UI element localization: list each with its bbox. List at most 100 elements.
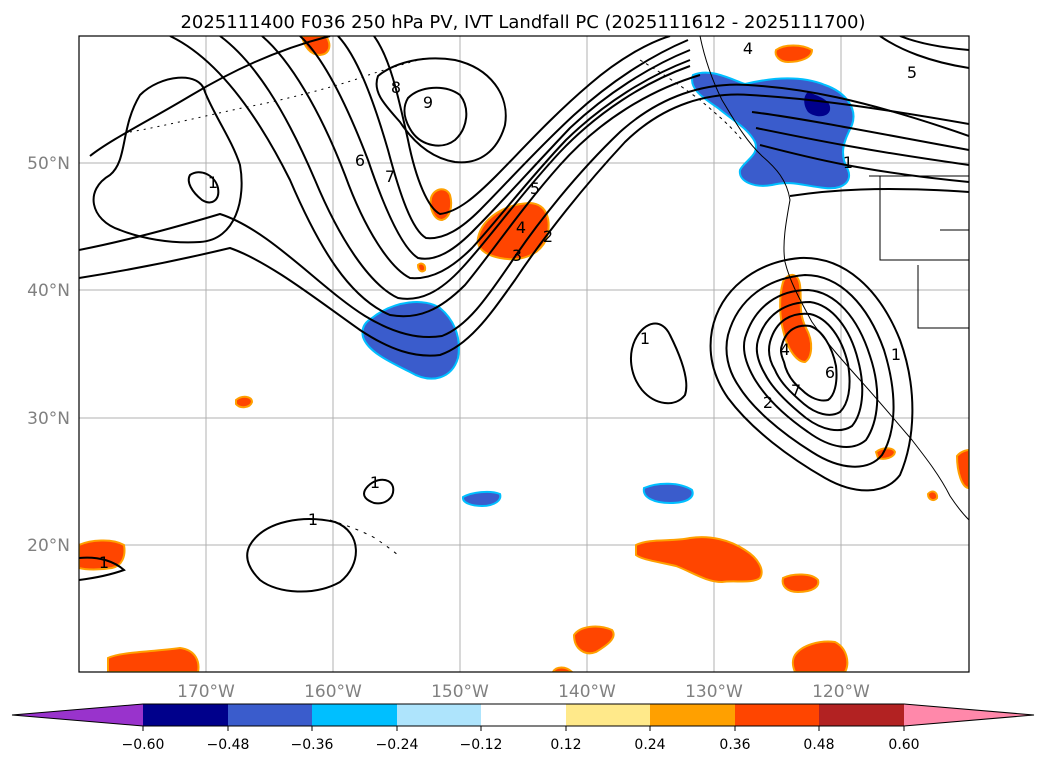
longitude-labels: 170°W 160°W 150°W 140°W 130°W 120°W bbox=[177, 682, 870, 702]
lat-label-30n: 30°N bbox=[27, 409, 70, 429]
colorbar-segment bbox=[566, 704, 650, 726]
positive-area-bottom-left bbox=[107, 646, 200, 672]
contour-label: 5 bbox=[530, 179, 540, 198]
latitude-labels: 50°N 40°N 30°N 20°N bbox=[27, 154, 70, 556]
contour-label: 6 bbox=[355, 151, 365, 170]
lon-label-120w: 120°W bbox=[812, 682, 870, 702]
contour-label: 5 bbox=[907, 63, 917, 82]
positive-area-subtropical-east bbox=[635, 536, 763, 584]
colorbar-segment bbox=[143, 704, 228, 726]
colorbar-tick-label: 0.36 bbox=[719, 737, 750, 753]
lon-label-170w: 170°W bbox=[177, 682, 235, 702]
colorbar-tick-label: 0.48 bbox=[803, 737, 834, 753]
contour-label: 7 bbox=[791, 381, 801, 400]
colorbar-tick-label: −0.24 bbox=[376, 737, 419, 753]
negative-area-central-pacific bbox=[361, 301, 460, 380]
colorbar-tick-label: 0.12 bbox=[550, 737, 581, 753]
lat-label-50n: 50°N bbox=[27, 154, 70, 174]
positive-area-small-1 bbox=[429, 188, 453, 222]
pv-contour-2 bbox=[79, 83, 969, 339]
lon-label-150w: 150°W bbox=[431, 682, 489, 702]
pv-contour-loop-subtropical bbox=[629, 322, 688, 405]
lat-label-20n: 20°N bbox=[27, 536, 70, 556]
negative-area-small bbox=[461, 490, 502, 508]
pv-contour-ne-1 bbox=[879, 36, 969, 69]
contour-label: 7 bbox=[385, 167, 395, 186]
contour-label: 1 bbox=[99, 553, 109, 572]
colorbar-segment bbox=[228, 704, 312, 726]
strong-negative-area-northwest bbox=[804, 92, 831, 117]
map-content: 1 1 1 1 1 1 2 3 4 5 6 7 8 9 2 4 6 7 1 4 … bbox=[79, 36, 969, 672]
pv-cutoff-3 bbox=[743, 288, 879, 448]
contour-label: 4 bbox=[516, 218, 526, 237]
pv-cutoff-1 bbox=[709, 256, 914, 492]
pv-contour-3 bbox=[89, 36, 331, 157]
pv-contour-4 bbox=[169, 36, 701, 318]
pv-cutoff-5 bbox=[768, 312, 851, 416]
contour-label: 1 bbox=[308, 510, 318, 529]
colorbar-tick-label: −0.12 bbox=[460, 737, 503, 753]
positive-area-small-3 bbox=[572, 625, 615, 655]
positive-area-california-coast bbox=[779, 273, 813, 364]
colorbar-extend-low bbox=[12, 704, 143, 726]
contour-label: 1 bbox=[370, 473, 380, 492]
pv-cutoff-4 bbox=[755, 300, 864, 432]
positive-area-small-5 bbox=[235, 395, 254, 409]
pv-contour-east-4 bbox=[789, 188, 969, 197]
pv-cutoff-2 bbox=[725, 273, 895, 468]
lon-label-160w: 160°W bbox=[304, 682, 362, 702]
colorbar-segment bbox=[312, 704, 397, 726]
lat-label-40n: 40°N bbox=[27, 281, 70, 301]
pv-contour-1 bbox=[79, 93, 969, 357]
contour-label: 2 bbox=[763, 393, 773, 412]
positive-area-east-edge bbox=[955, 448, 969, 490]
pv-cutoff-6 bbox=[779, 324, 838, 402]
pv-contour-east-2 bbox=[755, 127, 969, 166]
positive-area-bottom-right bbox=[791, 640, 849, 672]
north-america-coastline bbox=[699, 36, 969, 521]
positive-area-small-6 bbox=[926, 490, 939, 502]
contour-label: 1 bbox=[208, 173, 218, 192]
pv-contour-loop-hawaii bbox=[246, 518, 357, 593]
pv-contour-6 bbox=[261, 36, 691, 280]
colorbar-tick-label: −0.48 bbox=[207, 737, 250, 753]
contour-label: 6 bbox=[825, 363, 835, 382]
pv-contour-8 bbox=[337, 36, 689, 240]
contour-label: 1 bbox=[640, 329, 650, 348]
positive-area-small-2 bbox=[781, 573, 820, 594]
pv-contour-loop-small bbox=[363, 478, 395, 505]
pv-contour-west-small bbox=[187, 171, 220, 204]
colorbar-extend-high bbox=[904, 704, 1034, 726]
contour-label: 2 bbox=[543, 227, 553, 246]
negative-area-subtropical bbox=[642, 482, 694, 505]
positive-area-tiny-1 bbox=[416, 262, 427, 273]
positive-area-top-right bbox=[774, 44, 814, 64]
contour-label: 4 bbox=[780, 340, 790, 359]
lon-label-130w: 130°W bbox=[685, 682, 743, 702]
map-frame bbox=[78, 35, 970, 673]
contour-labels: 1 1 1 1 1 1 2 3 4 5 6 7 8 9 2 4 6 7 1 4 … bbox=[99, 39, 917, 572]
pv-contour-east-1 bbox=[751, 111, 969, 151]
colorbar-tick-label: 0.60 bbox=[888, 737, 919, 753]
colorbar-segment bbox=[819, 704, 904, 726]
colorbar: −0.60 −0.48 −0.36 −0.24 −0.12 0.12 0.24 … bbox=[11, 703, 1035, 753]
pv-contour-7 bbox=[299, 36, 691, 260]
contour-label: 1 bbox=[891, 345, 901, 364]
contour-label: 9 bbox=[423, 93, 433, 112]
colorbar-ticks bbox=[142, 726, 905, 731]
figure-title: 2025111400 F036 250 hPa PV, IVT Landfall… bbox=[180, 12, 865, 33]
colorbar-segment bbox=[650, 704, 735, 726]
colorbar-tick-label: −0.60 bbox=[122, 737, 165, 753]
pv-contour-9 bbox=[373, 36, 671, 216]
colorbar-segment bbox=[735, 704, 819, 726]
colorbar-tick-label: −0.36 bbox=[291, 737, 334, 753]
pv-contour-east-3 bbox=[759, 144, 969, 183]
pv-contours bbox=[79, 36, 969, 593]
contour-label: 1 bbox=[843, 153, 853, 172]
positive-area-top-left bbox=[300, 36, 331, 57]
colorbar-segment bbox=[481, 704, 566, 726]
contour-label: 8 bbox=[391, 78, 401, 97]
lon-label-140w: 140°W bbox=[558, 682, 616, 702]
pv-contour-high-2 bbox=[403, 86, 468, 147]
